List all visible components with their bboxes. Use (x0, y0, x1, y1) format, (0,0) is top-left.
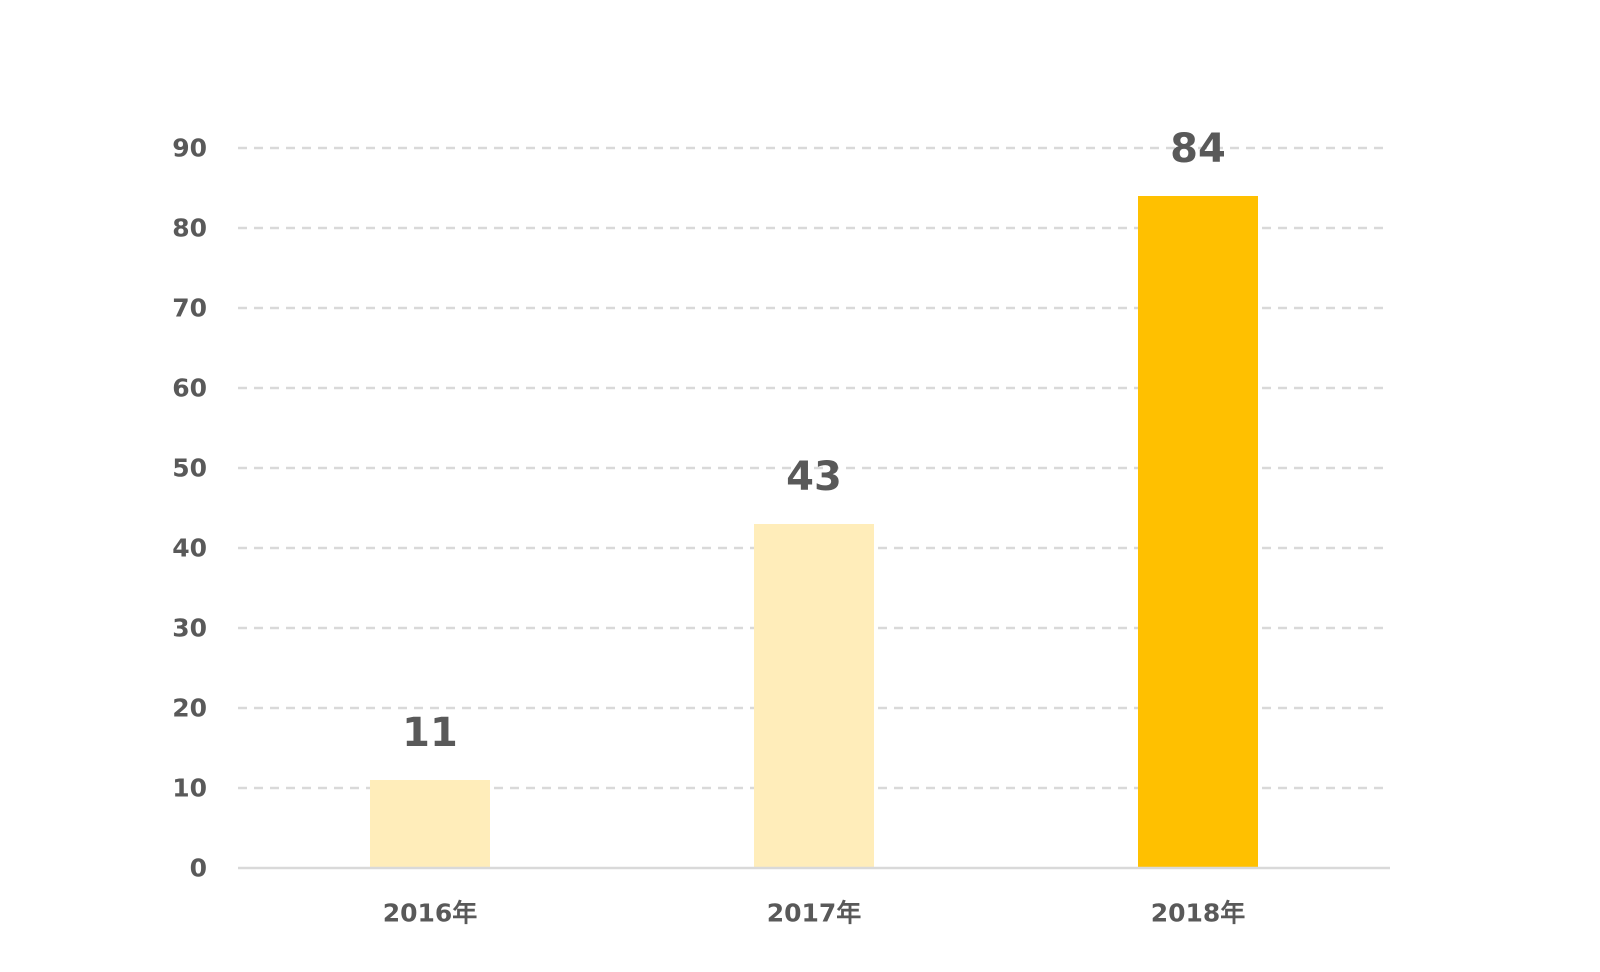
y-tick-label: 70 (172, 294, 207, 323)
data-label: 84 (1170, 126, 1226, 172)
y-tick-label: 90 (172, 134, 207, 163)
data-label: 11 (402, 710, 458, 756)
y-tick-label: 0 (190, 854, 207, 883)
data-labels: 11 43 84 (402, 126, 1226, 756)
bars (370, 196, 1258, 868)
y-axis-tick-labels: 0 10 20 30 40 50 60 70 80 90 (172, 134, 207, 883)
y-tick-label: 80 (172, 214, 207, 243)
y-tick-label: 10 (172, 774, 207, 803)
y-tick-label: 40 (172, 534, 207, 563)
y-tick-label: 50 (172, 454, 207, 483)
x-category-label: 2018年 (1151, 899, 1246, 928)
y-tick-label: 30 (172, 614, 207, 643)
gridlines (238, 146, 1390, 790)
y-tick-label: 20 (172, 694, 207, 723)
x-category-label: 2016年 (383, 899, 478, 928)
x-category-label: 2017年 (767, 899, 862, 928)
bar-0 (370, 780, 490, 868)
bar-2 (1138, 196, 1258, 868)
x-axis-category-labels: 2016年 2017年 2018年 (383, 899, 1246, 928)
bar-1 (754, 524, 874, 868)
y-tick-label: 60 (172, 374, 207, 403)
data-label: 43 (786, 454, 842, 500)
